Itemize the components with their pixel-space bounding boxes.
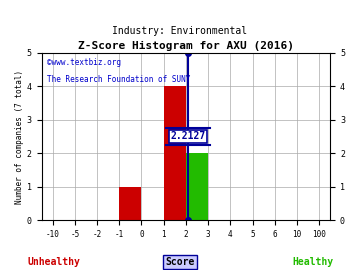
- Text: Industry: Environmental: Industry: Environmental: [112, 26, 248, 36]
- Bar: [164, 86, 186, 220]
- Text: Score: Score: [165, 257, 195, 267]
- Text: ©www.textbiz.org: ©www.textbiz.org: [47, 58, 121, 67]
- Bar: [119, 187, 141, 220]
- Bar: [186, 153, 208, 220]
- Text: Unhealthy: Unhealthy: [28, 257, 80, 267]
- Text: 2.2127: 2.2127: [171, 131, 206, 141]
- Text: The Research Foundation of SUNY: The Research Foundation of SUNY: [47, 75, 191, 84]
- Text: Healthy: Healthy: [293, 257, 334, 267]
- Y-axis label: Number of companies (7 total): Number of companies (7 total): [15, 69, 24, 204]
- Title: Z-Score Histogram for AXU (2016): Z-Score Histogram for AXU (2016): [78, 41, 294, 51]
